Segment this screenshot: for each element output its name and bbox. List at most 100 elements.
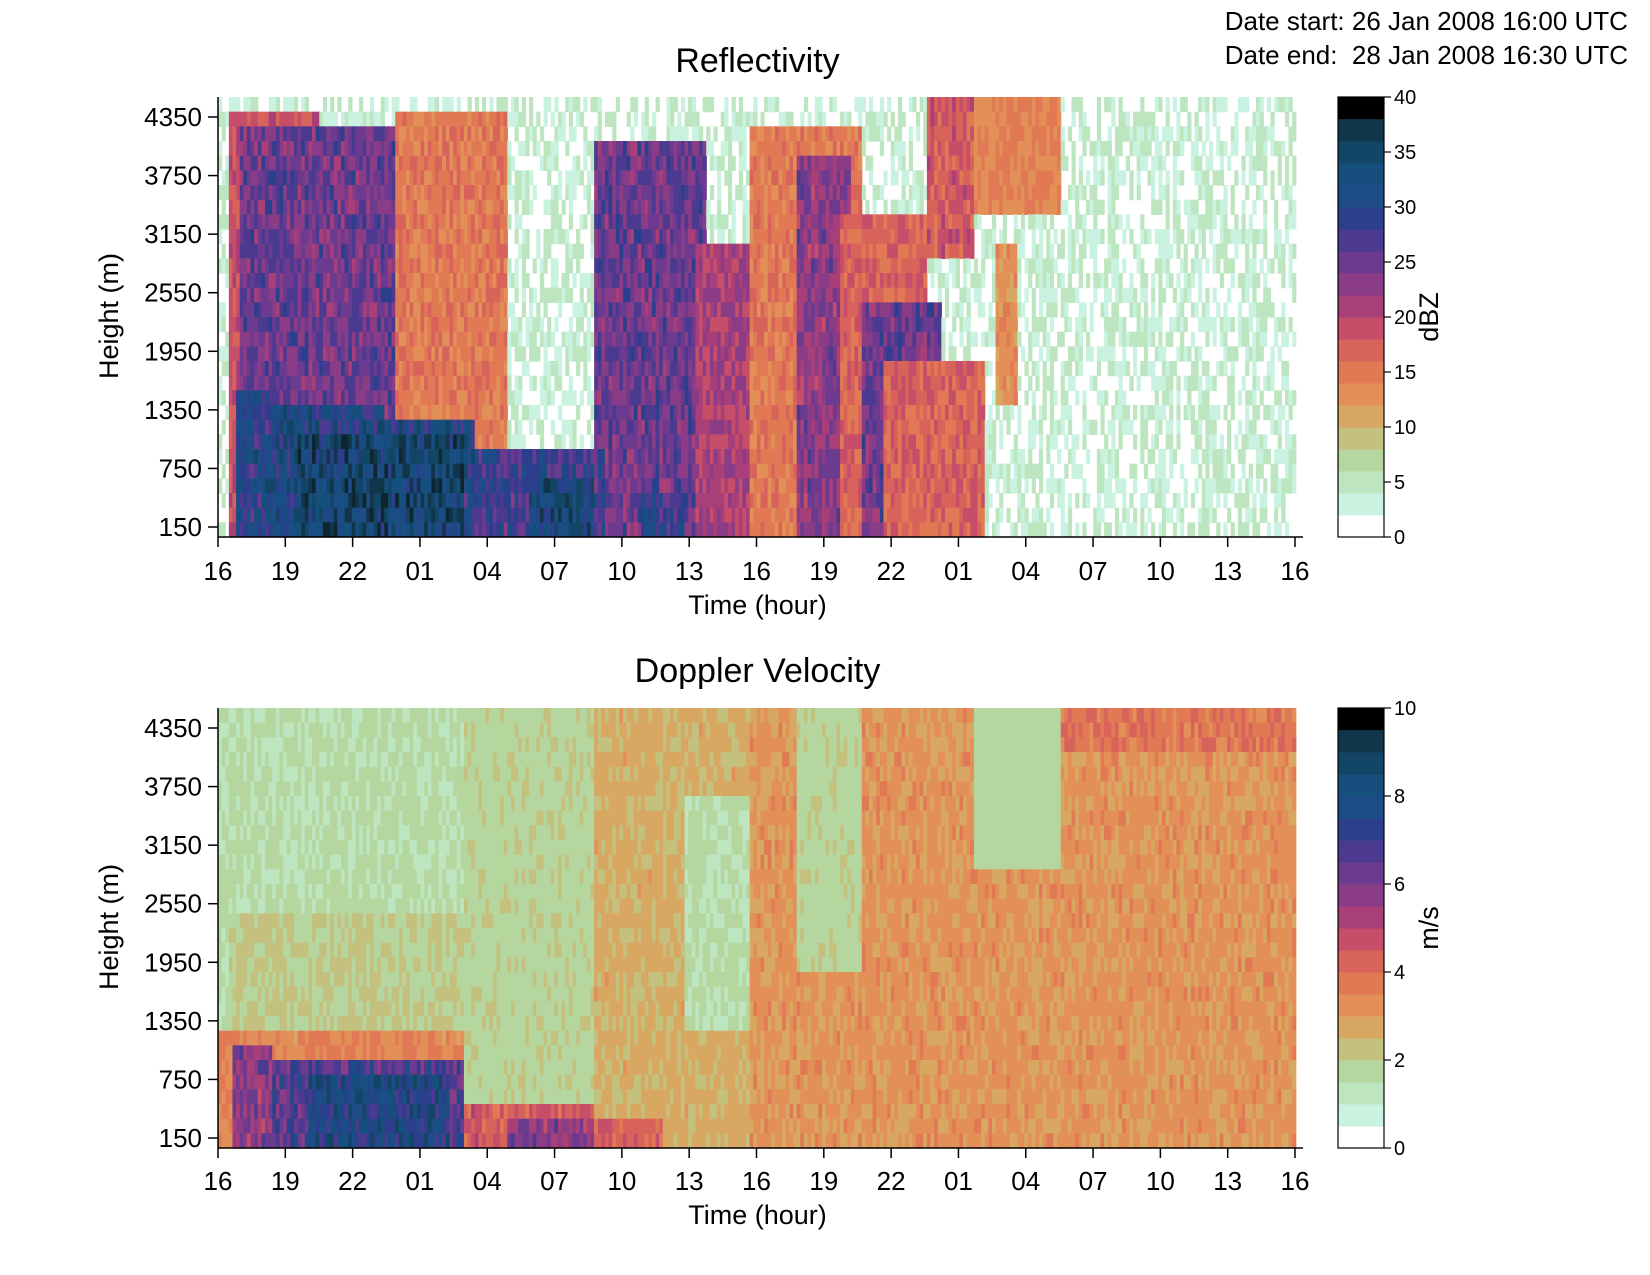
heatmap-cell xyxy=(391,522,396,538)
heatmap-cell xyxy=(814,346,819,362)
heatmap-cell xyxy=(330,449,335,465)
heatmap-cell xyxy=(623,507,628,523)
heatmap-cell xyxy=(615,463,621,479)
heatmap-cell xyxy=(767,170,772,186)
heatmap-cell xyxy=(604,507,610,523)
heatmap-cell xyxy=(362,361,367,377)
heatmap-cell xyxy=(275,449,281,465)
heatmap-cell xyxy=(854,273,859,289)
heatmap-cell xyxy=(800,361,805,377)
heatmap-cell xyxy=(583,126,588,142)
heatmap-cell xyxy=(228,331,234,347)
heatmap-cell xyxy=(753,258,758,274)
heatmap-cell xyxy=(612,273,617,289)
heatmap-cell xyxy=(550,141,555,157)
heatmap-cell xyxy=(662,449,668,465)
heatmap-cell xyxy=(453,302,458,318)
heatmap-cell xyxy=(608,199,613,215)
heatmap-cell xyxy=(257,199,262,215)
heatmap-cell xyxy=(850,478,856,494)
heatmap-cell xyxy=(312,126,317,142)
heatmap-cell xyxy=(221,346,226,362)
heatmap-cell xyxy=(796,199,801,215)
heatmap-cell xyxy=(474,478,479,494)
heatmap-cell xyxy=(688,287,693,303)
heatmap-cell xyxy=(767,463,772,479)
heatmap-cell xyxy=(333,243,338,259)
heatmap-cell xyxy=(612,434,617,450)
heatmap-cell xyxy=(478,405,483,421)
heatmap-cell xyxy=(699,493,704,509)
heatmap-cell xyxy=(243,478,248,494)
heatmap-cell xyxy=(861,522,866,538)
heatmap-cell xyxy=(431,214,436,230)
heatmap-cell xyxy=(225,111,230,127)
heatmap-cell xyxy=(749,361,754,377)
heatmap-cell xyxy=(699,375,704,391)
heatmap-cell xyxy=(543,331,548,347)
heatmap-cell xyxy=(785,507,791,523)
heatmap-cell xyxy=(717,273,722,289)
heatmap-cell xyxy=(590,302,595,318)
heatmap-cell xyxy=(774,522,780,538)
heatmap-cell xyxy=(261,434,266,450)
heatmap-cell xyxy=(246,434,252,450)
heatmap-cell xyxy=(753,361,758,377)
heatmap-cell xyxy=(695,478,700,494)
heatmap-cell xyxy=(460,390,465,406)
heatmap-cell xyxy=(865,317,870,333)
heatmap-cell xyxy=(869,170,874,186)
heatmap-cell xyxy=(619,199,624,215)
heatmap-cell xyxy=(348,434,353,450)
heatmap-cell xyxy=(221,419,226,435)
heatmap-cell xyxy=(604,317,610,333)
heatmap-cell xyxy=(847,141,852,157)
heatmap-cell xyxy=(326,170,331,186)
heatmap-cell xyxy=(355,243,360,259)
heatmap-cell xyxy=(529,331,534,347)
heatmap-cell xyxy=(326,361,331,377)
heatmap-cell xyxy=(308,229,313,245)
heatmap-cell xyxy=(301,185,306,201)
heatmap-cell xyxy=(290,522,295,538)
heatmap-cell xyxy=(858,331,863,347)
heatmap-cell xyxy=(612,126,617,142)
heatmap-cell xyxy=(319,463,324,479)
heatmap-cell xyxy=(228,141,234,157)
heatmap-cell xyxy=(850,302,856,318)
heatmap-cell xyxy=(243,111,248,127)
heatmap-cell xyxy=(699,287,704,303)
heatmap-cell xyxy=(662,258,668,274)
heatmap-cell xyxy=(615,478,621,494)
heatmap-cell xyxy=(677,331,682,347)
heatmap-cell xyxy=(796,434,801,450)
heatmap-cell xyxy=(699,346,704,362)
heatmap-cell xyxy=(796,390,801,406)
heatmap-cell xyxy=(746,170,751,186)
heatmap-cell xyxy=(641,214,646,230)
heatmap-cell xyxy=(579,170,584,186)
heatmap-cell xyxy=(507,361,512,377)
heatmap-cell xyxy=(854,522,859,538)
heatmap-cell xyxy=(789,214,794,230)
heatmap-cell xyxy=(380,346,385,362)
heatmap-cell xyxy=(543,507,548,523)
heatmap-cell xyxy=(641,522,646,538)
heatmap-cell xyxy=(431,170,436,186)
heatmap-cell xyxy=(362,331,367,347)
heatmap-cell xyxy=(644,405,649,421)
heatmap-cell xyxy=(380,449,385,465)
heatmap-cell xyxy=(677,361,682,377)
heatmap-cell xyxy=(239,155,244,171)
heatmap-cell xyxy=(236,287,241,303)
heatmap-cell xyxy=(652,478,657,494)
heatmap-cell xyxy=(876,111,881,127)
heatmap-cell xyxy=(727,141,733,157)
heatmap-cell xyxy=(500,170,505,186)
heatmap-cell xyxy=(583,463,588,479)
heatmap-cell xyxy=(727,126,733,142)
heatmap-cell xyxy=(695,331,700,347)
heatmap-cell xyxy=(691,170,696,186)
heatmap-cell xyxy=(688,405,693,421)
heatmap-cell xyxy=(456,390,461,406)
